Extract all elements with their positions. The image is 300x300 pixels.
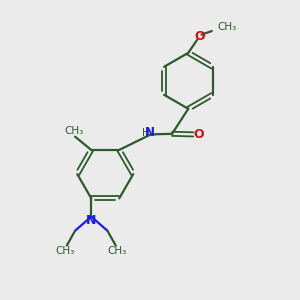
Text: H: H (142, 128, 149, 138)
Text: N: N (86, 214, 96, 227)
Text: CH₃: CH₃ (64, 126, 83, 136)
Text: CH₃: CH₃ (107, 246, 127, 256)
Text: O: O (193, 128, 204, 141)
Text: N: N (145, 126, 155, 139)
Text: CH₃: CH₃ (218, 22, 237, 32)
Text: O: O (195, 30, 206, 43)
Text: CH₃: CH₃ (56, 246, 75, 256)
